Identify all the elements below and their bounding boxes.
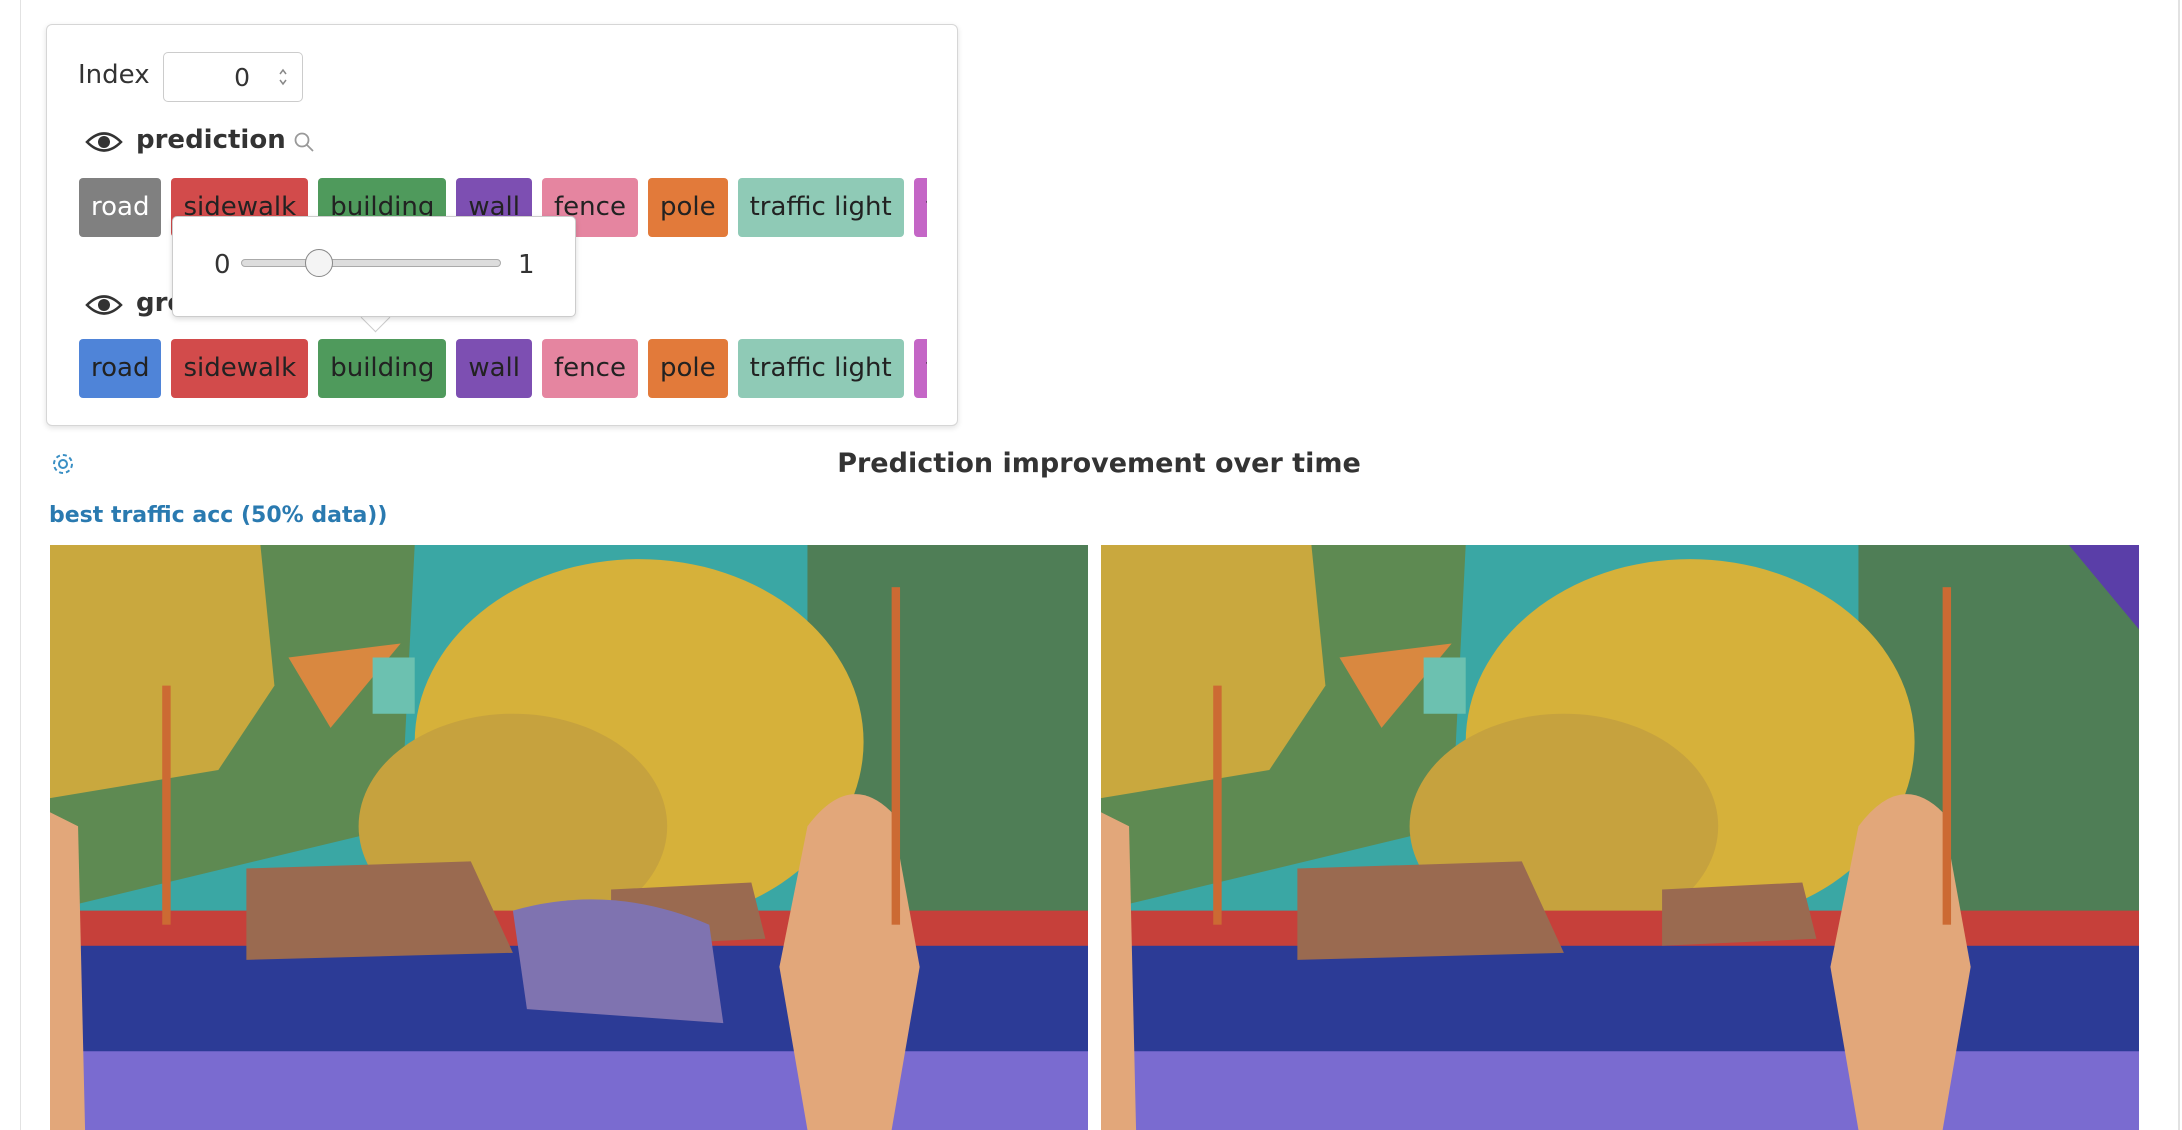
index-value: 0 [234, 63, 250, 92]
search-icon[interactable] [293, 131, 315, 153]
frame-line [20, 0, 21, 1130]
class-chip[interactable]: pole [647, 178, 728, 237]
slider-track[interactable] [241, 259, 501, 267]
index-input[interactable]: 0 [163, 52, 303, 102]
class-chip[interactable]: fence [542, 339, 638, 398]
slider-min: 0 [214, 250, 231, 280]
slider-max: 1 [518, 250, 535, 280]
eye-icon[interactable] [85, 129, 123, 155]
class-chip[interactable]: traffic light [737, 178, 904, 237]
class-chip[interactable]: building [318, 339, 447, 398]
run-name[interactable]: best traffic acc (50% data)) [49, 503, 388, 528]
settings-icon[interactable] [48, 449, 78, 479]
class-chip[interactable]: fence [542, 178, 638, 237]
spinner[interactable] [278, 65, 288, 89]
row-title: prediction [136, 125, 286, 155]
class-chip[interactable]: traf [913, 339, 927, 398]
chip-row: road sidewalk building wall fence pole traffic… [79, 339, 927, 399]
prediction-image [1101, 545, 2139, 1130]
class-chip[interactable]: road [79, 178, 162, 237]
class-chip[interactable]: road [79, 339, 162, 398]
frame-line [2178, 0, 2180, 1130]
section-title: Prediction improvement over time [837, 448, 1361, 479]
class-chip[interactable]: sidewalk [171, 339, 309, 398]
class-chip[interactable]: wall [456, 339, 533, 398]
slider-thumb[interactable] [305, 249, 333, 277]
eye-icon[interactable] [85, 292, 123, 318]
index-label: Index [78, 60, 150, 90]
prediction-image [50, 545, 1088, 1130]
class-chip[interactable]: traffic light [737, 339, 904, 398]
class-chip[interactable]: traf [913, 178, 927, 237]
class-chip[interactable]: pole [647, 339, 728, 398]
